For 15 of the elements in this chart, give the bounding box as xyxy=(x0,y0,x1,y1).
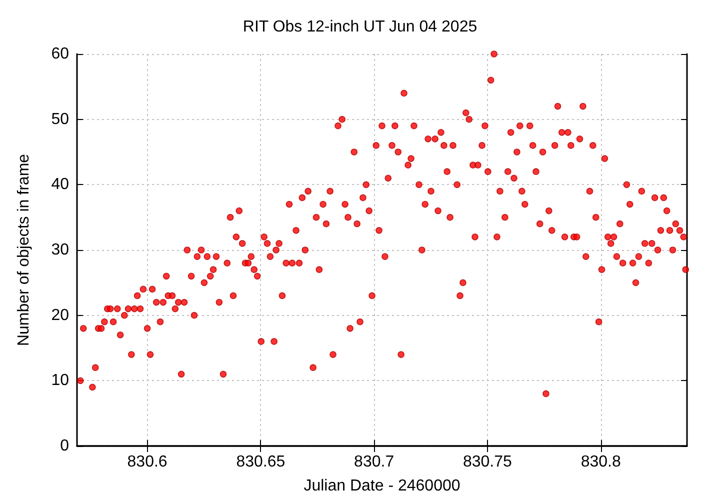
y-tick-label: 0 xyxy=(60,438,70,454)
x-tick-label: 830.75 xyxy=(462,454,512,470)
x-tick-label: 830.6 xyxy=(127,454,168,470)
y-tick-label: 20 xyxy=(51,306,70,324)
y-tick-label: 40 xyxy=(51,176,70,194)
y-tick-label: 30 xyxy=(51,242,70,258)
y-axis-title: Number of objects in frame xyxy=(16,154,32,346)
x-tick-label: 830.7 xyxy=(354,454,394,470)
y-tick-label: 60 xyxy=(51,46,70,62)
x-tick-label: 830.8 xyxy=(580,454,621,470)
x-tick-label: 830.65 xyxy=(236,454,286,470)
x-axis-title: Julian Date - 2460000 xyxy=(304,478,460,494)
y-tick-label: 50 xyxy=(51,110,70,128)
chart-title: RIT Obs 12-inch UT Jun 04 2025 xyxy=(242,18,478,36)
y-tick-label: 10 xyxy=(51,372,70,390)
